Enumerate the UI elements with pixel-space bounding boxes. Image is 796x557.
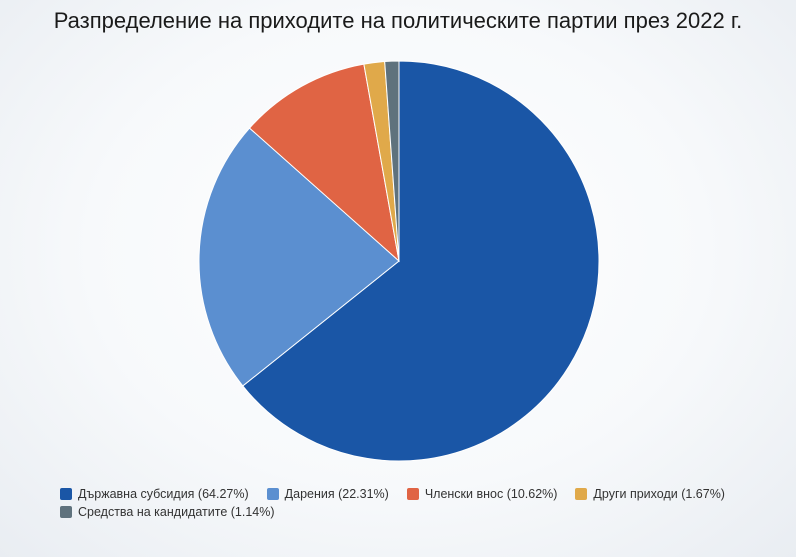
legend-label: Държавна субсидия (64.27%) — [78, 487, 249, 501]
legend-item[interactable]: Дарения (22.31%) — [266, 487, 389, 501]
legend-label: Други приходи (1.67%) — [593, 487, 725, 501]
legend-label: Средства на кандидатите (1.14%) — [78, 505, 275, 519]
legend-item[interactable]: Други приходи (1.67%) — [575, 487, 725, 501]
legend-label: Членски внос (10.62%) — [424, 487, 558, 501]
legend-swatch — [60, 506, 72, 518]
chart-title: Разпределение на приходите на политическ… — [53, 8, 743, 33]
legend-item[interactable]: Членски внос (10.62%) — [406, 487, 558, 501]
legend: Държавна субсидия (64.27%) Дарения (22.31… — [60, 487, 760, 523]
pie-slice-4[interactable] — [384, 60, 400, 262]
legend-swatch — [60, 488, 72, 500]
legend-swatch — [266, 488, 279, 500]
legend-item[interactable]: Държавна субсидия (64.27%) — [60, 487, 249, 501]
pie-slice-2[interactable] — [248, 63, 400, 263]
pie-slice-1[interactable] — [198, 127, 400, 387]
pie-chart — [198, 60, 600, 462]
pie-slice-0[interactable] — [242, 60, 600, 462]
legend-item[interactable]: Средства на кандидатите (1.14%) — [60, 505, 275, 519]
legend-swatch — [575, 488, 588, 500]
legend-swatch — [406, 488, 419, 500]
legend-label: Дарения (22.31%) — [284, 487, 389, 501]
